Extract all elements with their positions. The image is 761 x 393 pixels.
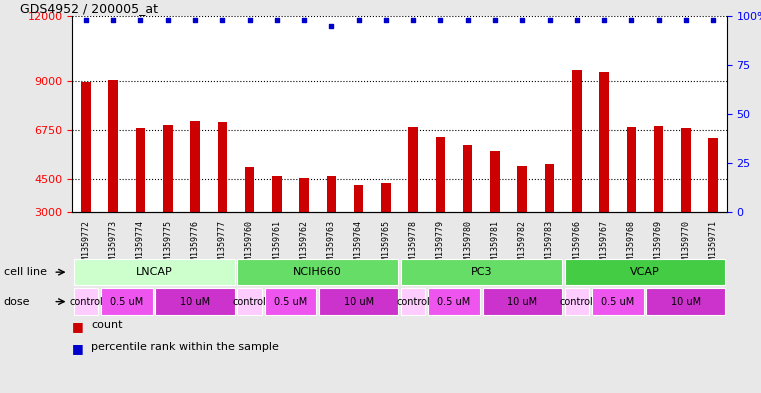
Bar: [401, 259, 562, 285]
Bar: [190, 121, 200, 212]
Text: 0.5 uM: 0.5 uM: [110, 297, 144, 307]
Bar: [237, 288, 262, 315]
Point: [216, 17, 228, 23]
Point: [489, 17, 501, 23]
Point: [680, 17, 692, 23]
Point: [435, 17, 447, 23]
Bar: [108, 80, 118, 212]
Bar: [708, 138, 718, 212]
Text: control: control: [233, 297, 266, 307]
Bar: [626, 127, 636, 212]
Point: [325, 22, 337, 29]
Bar: [272, 176, 282, 212]
Text: cell line: cell line: [4, 267, 47, 277]
Text: GDS4952 / 200005_at: GDS4952 / 200005_at: [20, 2, 158, 15]
Point: [571, 17, 583, 23]
Bar: [428, 288, 480, 315]
Bar: [565, 288, 589, 315]
Bar: [381, 183, 390, 212]
Text: 10 uM: 10 uM: [507, 297, 537, 307]
Text: 0.5 uM: 0.5 uM: [438, 297, 471, 307]
Bar: [592, 288, 644, 315]
Point: [298, 17, 310, 23]
Text: control: control: [396, 297, 430, 307]
Point: [189, 17, 201, 23]
Point: [135, 17, 147, 23]
Bar: [654, 126, 664, 212]
Point: [652, 17, 664, 23]
Point: [407, 17, 419, 23]
Bar: [218, 121, 227, 212]
Bar: [681, 128, 691, 212]
Point: [598, 17, 610, 23]
Bar: [135, 128, 145, 212]
Bar: [572, 70, 581, 212]
Bar: [599, 72, 609, 212]
Point: [271, 17, 283, 23]
Bar: [81, 82, 91, 212]
Text: control: control: [560, 297, 594, 307]
Bar: [409, 127, 418, 212]
Text: ■: ■: [72, 342, 84, 355]
Bar: [517, 166, 527, 212]
Bar: [401, 288, 425, 315]
Point: [626, 17, 638, 23]
Text: 10 uM: 10 uM: [343, 297, 374, 307]
Text: 0.5 uM: 0.5 uM: [601, 297, 635, 307]
Text: count: count: [91, 320, 123, 330]
Point: [244, 17, 256, 23]
Bar: [646, 288, 725, 315]
Bar: [265, 288, 317, 315]
Bar: [245, 167, 254, 212]
Bar: [482, 288, 562, 315]
Point: [80, 17, 92, 23]
Text: PC3: PC3: [470, 267, 492, 277]
Text: percentile rank within the sample: percentile rank within the sample: [91, 342, 279, 352]
Point: [462, 17, 474, 23]
Bar: [163, 125, 173, 212]
Text: dose: dose: [4, 297, 30, 307]
Bar: [319, 288, 398, 315]
Bar: [74, 259, 234, 285]
Bar: [237, 259, 398, 285]
Bar: [565, 259, 725, 285]
Bar: [74, 288, 98, 315]
Bar: [354, 185, 364, 212]
Text: VCAP: VCAP: [630, 267, 660, 277]
Text: ■: ■: [72, 320, 84, 333]
Bar: [101, 288, 153, 315]
Bar: [463, 145, 473, 212]
Bar: [490, 151, 500, 212]
Point: [161, 17, 174, 23]
Point: [380, 17, 392, 23]
Bar: [326, 176, 336, 212]
Point: [707, 17, 719, 23]
Point: [516, 17, 528, 23]
Text: NCIH660: NCIH660: [293, 267, 342, 277]
Text: LNCAP: LNCAP: [135, 267, 173, 277]
Text: 10 uM: 10 uM: [180, 297, 210, 307]
Bar: [299, 178, 309, 212]
Text: 10 uM: 10 uM: [670, 297, 701, 307]
Bar: [545, 164, 554, 212]
Point: [107, 17, 119, 23]
Bar: [435, 137, 445, 212]
Point: [543, 17, 556, 23]
Text: 0.5 uM: 0.5 uM: [274, 297, 307, 307]
Point: [352, 17, 365, 23]
Bar: [155, 288, 234, 315]
Text: control: control: [69, 297, 103, 307]
